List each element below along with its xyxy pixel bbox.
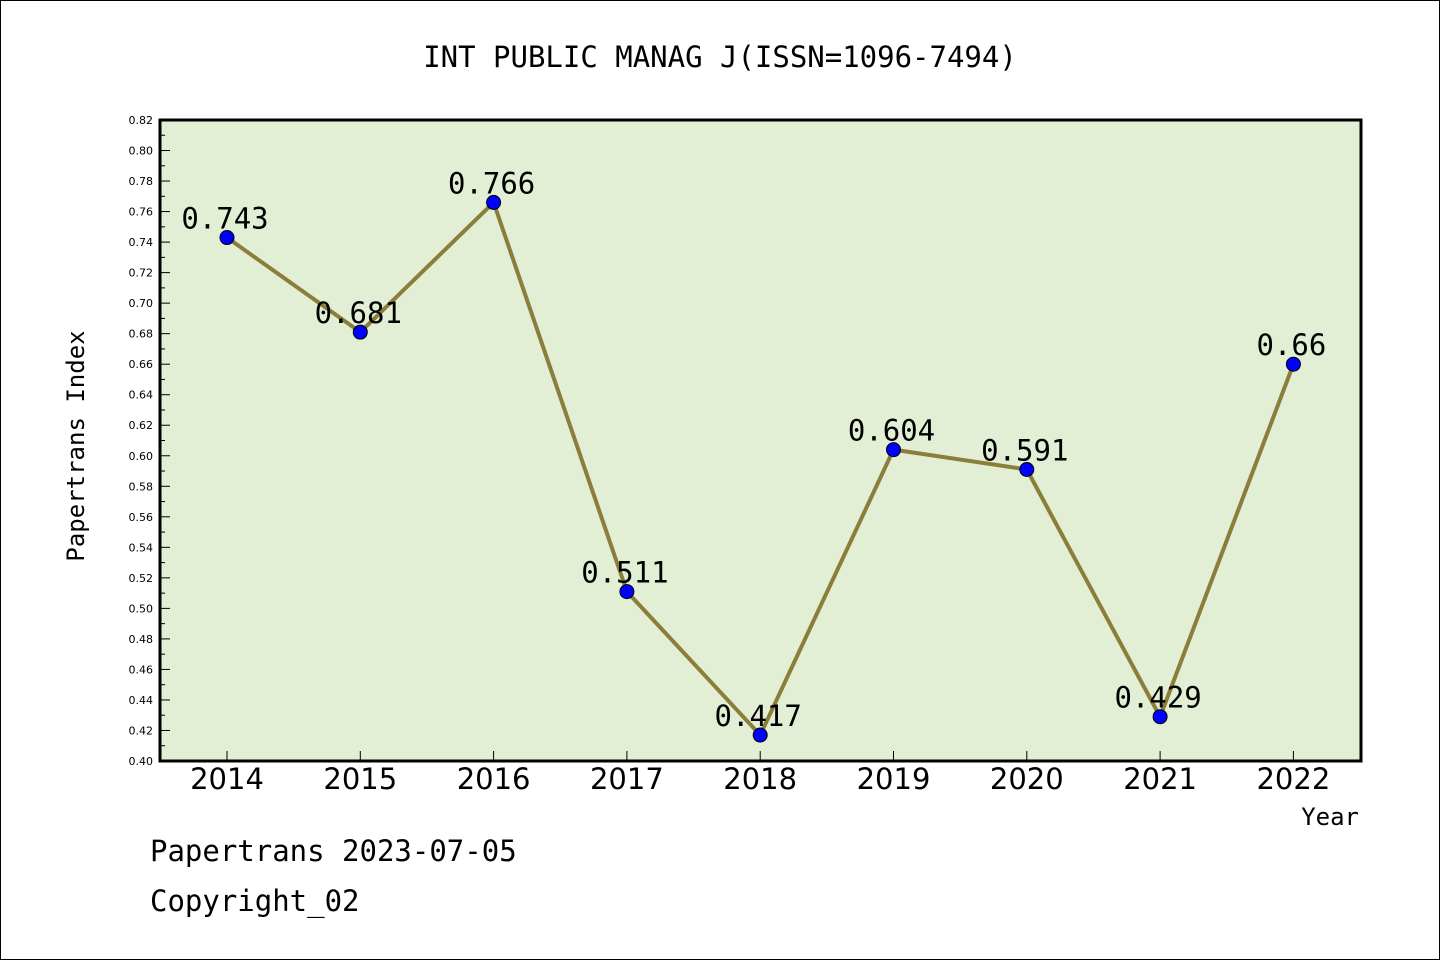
data-label: 0.417 <box>715 699 802 733</box>
y-tick-label: 0.76 <box>129 206 154 219</box>
y-tick-label: 0.78 <box>129 175 154 188</box>
data-point <box>1019 461 1035 477</box>
footer-date: Papertrans 2023-07-05 <box>150 834 517 868</box>
data-label: 0.743 <box>181 202 268 236</box>
y-axis: 0.40 0.42 0.44 0.46 0.48 0.50 0.52 0.54 0.56 0.58… <box>129 114 170 768</box>
y-tick-label: 0.62 <box>129 419 154 432</box>
data-point <box>219 230 235 246</box>
data-point <box>619 584 635 600</box>
y-tick-label: 0.74 <box>129 236 154 249</box>
y-tick-label: 0.44 <box>129 694 154 707</box>
y-tick-label: 0.72 <box>129 267 154 280</box>
y-tick-label: 0.52 <box>129 572 154 585</box>
data-point <box>752 727 768 743</box>
data-label: 0.766 <box>448 166 535 200</box>
data-point <box>1152 709 1168 725</box>
y-tick-label: 0.50 <box>129 602 154 615</box>
y-tick-label: 0.64 <box>129 389 154 402</box>
y-tick-label: 0.70 <box>129 297 154 310</box>
data-label: 0.511 <box>581 556 668 590</box>
data-label: 0.604 <box>848 414 935 448</box>
y-tick-label: 0.66 <box>129 358 154 371</box>
y-tick-label: 0.54 <box>129 541 154 554</box>
x-tick-label: 2022 <box>1256 762 1330 796</box>
x-tick-label: 2019 <box>857 762 931 796</box>
y-tick-label: 0.46 <box>129 663 154 676</box>
data-label: 0.681 <box>315 296 402 330</box>
data-point <box>1285 356 1301 372</box>
y-tick-label: 0.42 <box>129 724 154 737</box>
y-tick-label: 0.58 <box>129 480 154 493</box>
data-labels: 0.743 0.681 0.766 0.511 0.417 0.604 0.591 0.429… <box>181 166 1326 733</box>
y-tick-label: 0.60 <box>129 450 154 463</box>
series-papertrans-index <box>219 194 1301 743</box>
y-tick-label: 0.80 <box>129 145 154 158</box>
y-tick-label: 0.48 <box>129 633 154 646</box>
x-axis: 2014 2015 2016 2017 2018 2019 2020 2021 2022 <box>190 751 1330 796</box>
x-tick-label: 2015 <box>323 762 397 796</box>
chart-title: INT PUBLIC MANAG J(ISSN=1096-7494) <box>423 40 1017 74</box>
data-label: 0.66 <box>1256 328 1326 362</box>
footer-copyright: Copyright_02 <box>150 884 360 918</box>
y-tick-label: 0.82 <box>129 114 154 127</box>
data-point <box>486 194 502 210</box>
x-tick-label: 2016 <box>457 762 531 796</box>
y-axis-label: Papertrans Index <box>62 330 90 561</box>
data-point <box>886 442 901 458</box>
plot-area <box>158 118 1363 763</box>
x-tick-label: 2021 <box>1123 762 1197 796</box>
data-label: 0.591 <box>981 433 1068 467</box>
x-tick-label: 2018 <box>723 762 797 796</box>
x-tick-label: 2020 <box>990 762 1064 796</box>
x-tick-label: 2014 <box>190 762 264 796</box>
y-tick-label: 0.40 <box>129 755 154 768</box>
y-tick-label: 0.68 <box>129 328 154 341</box>
data-point <box>352 324 368 340</box>
x-tick-label: 2017 <box>590 762 664 796</box>
y-tick-label: 0.56 <box>129 511 154 524</box>
data-label: 0.429 <box>1114 681 1201 715</box>
x-axis-label: Year <box>1301 803 1359 831</box>
